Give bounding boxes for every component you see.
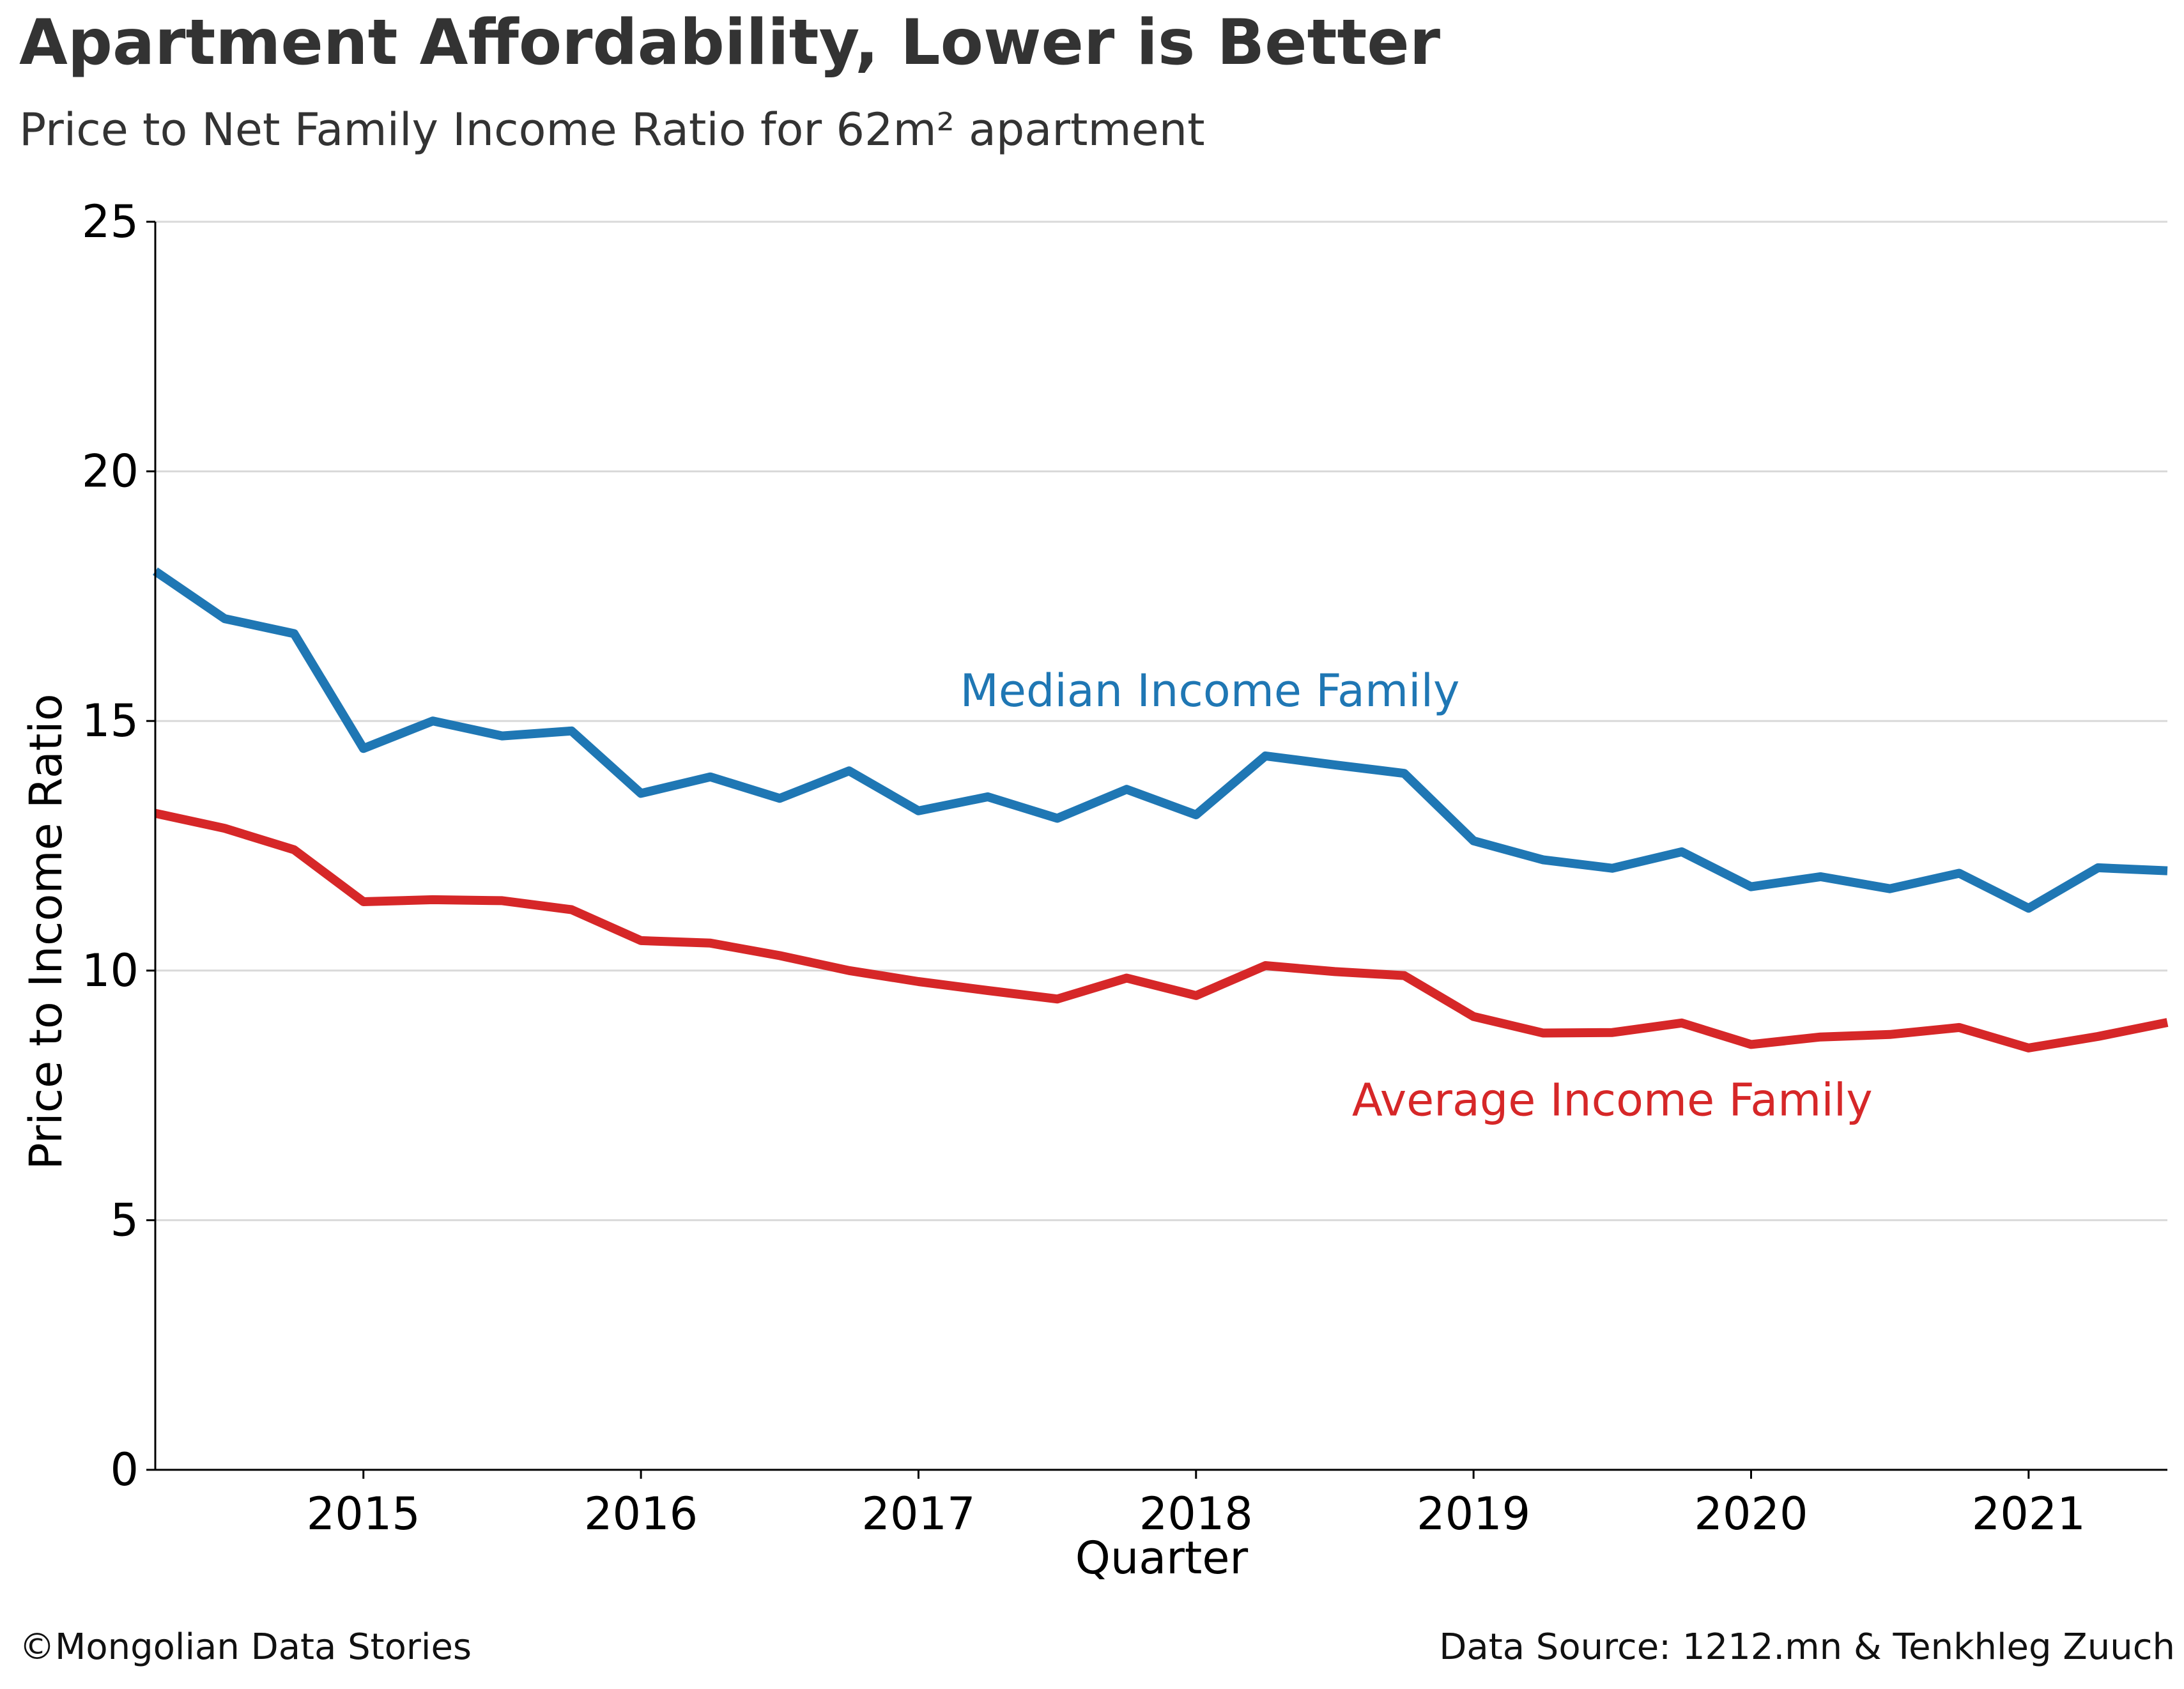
x-tick-label-2018: 2018 (1139, 1488, 1253, 1540)
tick-labels: Median Income Family Average Income Famil… (82, 196, 2086, 1540)
series-lines (153, 567, 2169, 1053)
y-tick-label-5: 5 (110, 1194, 139, 1246)
y-tick-label-20: 20 (82, 445, 139, 498)
x-tick-label-2019: 2019 (1417, 1488, 1530, 1540)
y-axis-label: Price to Income Ratio (20, 693, 72, 1169)
y-tick-label-15: 15 (82, 695, 139, 747)
series-line-median-income-family (153, 567, 2168, 913)
y-tick-label-0: 0 (110, 1444, 139, 1496)
x-tick-label-2021: 2021 (1972, 1488, 2086, 1540)
y-tick-label-10: 10 (82, 945, 139, 997)
x-tick-label-2020: 2020 (1694, 1488, 1808, 1540)
x-tick-label-2017: 2017 (861, 1488, 975, 1540)
series-label-average-income-family: Average Income Family (1352, 1074, 1873, 1126)
axes (146, 220, 2167, 1479)
copyright-credit: ©Mongolian Data Stories (19, 1626, 472, 1668)
chart-subtitle: Price to Net Family Income Ratio for 62m… (19, 104, 1205, 156)
chart-title: Apartment Affordability, Lower is Better (19, 6, 1441, 79)
series-line-average-income-family (154, 808, 2169, 1053)
series-label-median-income-family: Median Income Family (960, 665, 1460, 717)
grid-lines (155, 220, 2167, 1221)
x-axis-label: Quarter (1075, 1532, 1249, 1584)
x-tick-label-2016: 2016 (584, 1488, 698, 1540)
data-source: Data Source: 1212.mn & Tenkhleg Zuuch (1439, 1626, 2175, 1668)
x-tick-label-2015: 2015 (307, 1488, 420, 1540)
y-tick-label-25: 25 (82, 196, 139, 248)
